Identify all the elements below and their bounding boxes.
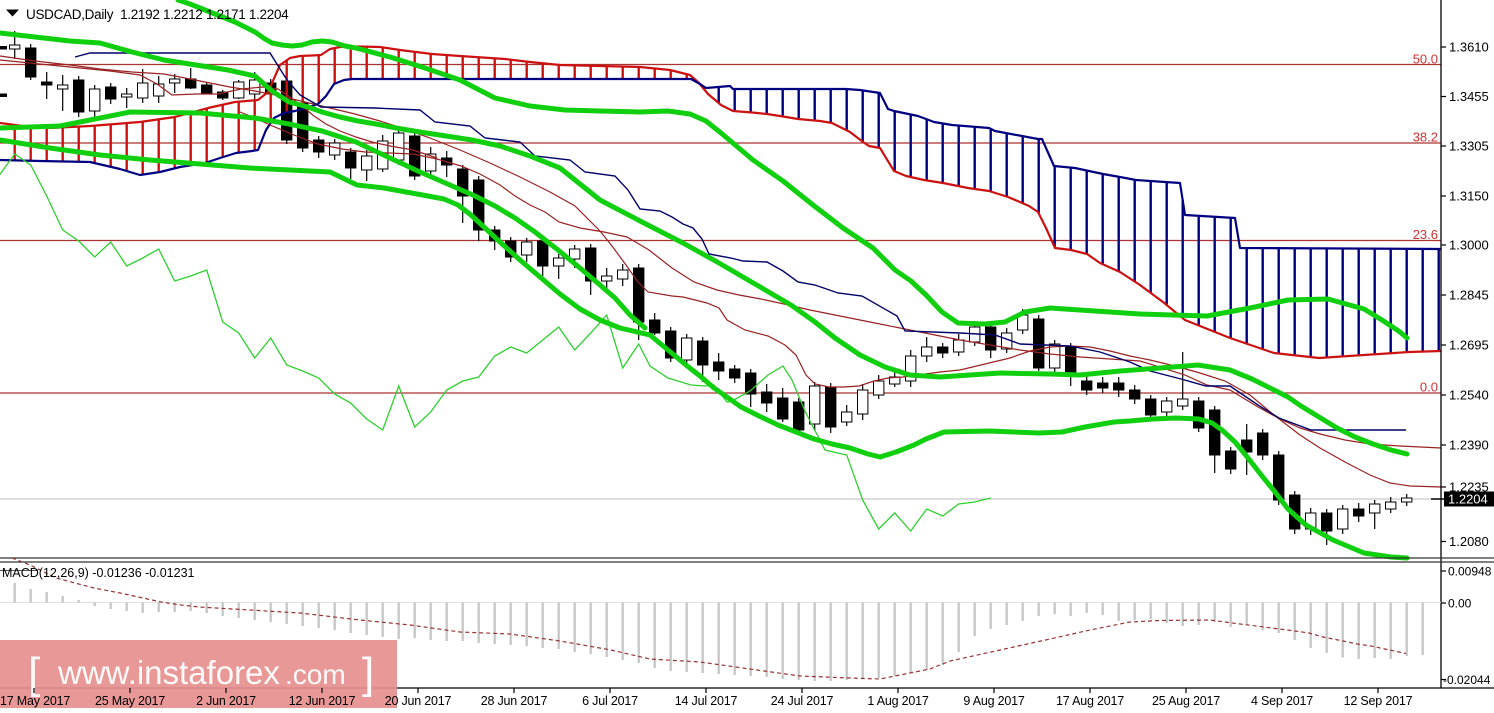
svg-text:28 Jun 2017: 28 Jun 2017 (481, 694, 548, 708)
svg-text:1.2695: 1.2695 (1449, 338, 1489, 353)
svg-text:25 Aug 2017: 25 Aug 2017 (1152, 694, 1220, 708)
svg-text:50.0: 50.0 (1413, 52, 1438, 67)
svg-text:0.00: 0.00 (1448, 597, 1472, 611)
svg-text:20 Jun 2017: 20 Jun 2017 (385, 694, 452, 708)
svg-text:www.instaforex: www.instaforex (57, 654, 280, 691)
svg-text:-0.02044: -0.02044 (1443, 673, 1491, 687)
svg-text:12 Sep 2017: 12 Sep 2017 (1344, 694, 1413, 708)
svg-text:38.2: 38.2 (1413, 130, 1438, 145)
svg-text:17 Aug 2017: 17 Aug 2017 (1056, 694, 1124, 708)
svg-text:1.2390: 1.2390 (1449, 438, 1489, 453)
svg-text:12 Jun 2017: 12 Jun 2017 (289, 694, 356, 708)
svg-text:]: ] (362, 649, 374, 698)
svg-text:1.3150: 1.3150 (1449, 189, 1489, 204)
svg-text:1.3455: 1.3455 (1449, 89, 1489, 104)
svg-text:USDCAD,Daily 1.2192 1.2212 1.: USDCAD,Daily 1.2192 1.2212 1.2171 1.2204 (26, 7, 289, 22)
svg-text:2 Jun 2017: 2 Jun 2017 (196, 694, 256, 708)
svg-text:1.2540: 1.2540 (1449, 388, 1489, 403)
svg-text:0.00948: 0.00948 (1448, 565, 1492, 579)
svg-text:.com: .com (285, 659, 346, 690)
svg-text:9 Aug 2017: 9 Aug 2017 (963, 694, 1025, 708)
svg-text:23.6: 23.6 (1413, 227, 1438, 242)
svg-text:[: [ (28, 649, 40, 698)
svg-text:MACD(12,26,9) -0.01236 -0.0123: MACD(12,26,9) -0.01236 -0.01231 (2, 566, 195, 580)
svg-text:1.3000: 1.3000 (1449, 238, 1489, 253)
svg-text:14 Jul 2017: 14 Jul 2017 (675, 694, 738, 708)
svg-text:1.2845: 1.2845 (1449, 288, 1489, 303)
svg-text:4 Sep 2017: 4 Sep 2017 (1251, 694, 1313, 708)
svg-text:17 May 2017: 17 May 2017 (0, 694, 70, 708)
svg-text:1.2235: 1.2235 (1449, 480, 1489, 495)
svg-text:0.0: 0.0 (1420, 380, 1438, 395)
svg-text:6 Jul 2017: 6 Jul 2017 (582, 694, 638, 708)
svg-text:24 Jul 2017: 24 Jul 2017 (771, 694, 834, 708)
svg-text:25 May 2017: 25 May 2017 (95, 694, 165, 708)
svg-text:1.3305: 1.3305 (1449, 139, 1489, 154)
svg-text:1 Aug 2017: 1 Aug 2017 (867, 694, 929, 708)
svg-text:1.3610: 1.3610 (1449, 40, 1489, 55)
svg-text:1.2204: 1.2204 (1448, 492, 1488, 507)
svg-text:1.2080: 1.2080 (1449, 534, 1489, 549)
